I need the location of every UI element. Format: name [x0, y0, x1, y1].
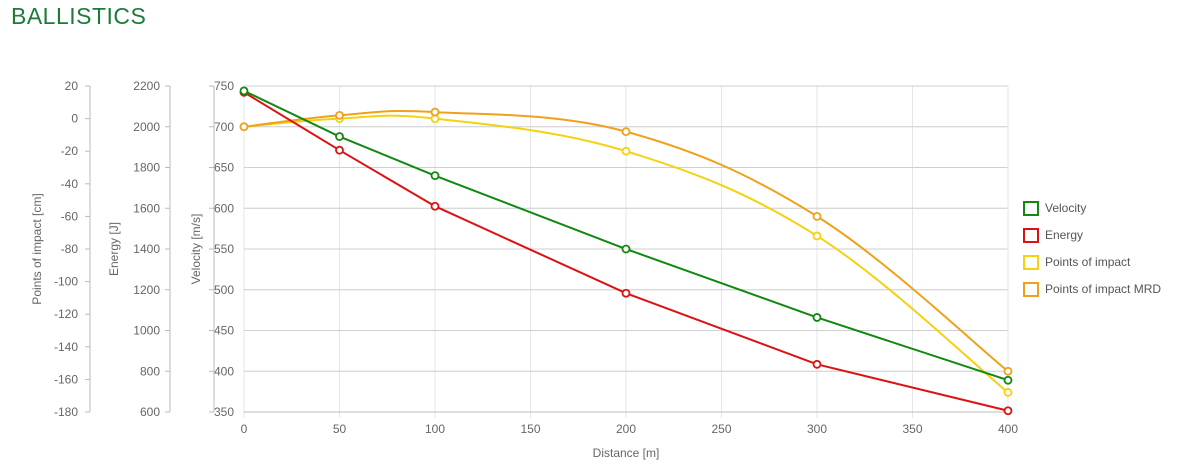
data-point-energy[interactable]	[812, 359, 822, 369]
data-point-velocity[interactable]	[812, 313, 822, 322]
energy-tick-label: 2200	[133, 79, 160, 93]
energy-tick-label: 2000	[133, 120, 160, 134]
legend-label[interactable]: Points of impact	[1045, 255, 1131, 269]
poi-tick-label: 0	[71, 112, 78, 126]
x-tick-label: 200	[616, 422, 636, 436]
data-point-energy[interactable]	[335, 145, 344, 155]
velocity-tick-label: 550	[214, 242, 234, 256]
x-tick-label: 0	[241, 422, 248, 436]
poi-tick-label: -40	[61, 177, 79, 191]
energy-tick-label: 1400	[133, 242, 160, 256]
legend-swatch[interactable]	[1023, 282, 1039, 297]
energy-tick-label: 1000	[133, 324, 160, 338]
data-point-points-of-impact-mrd[interactable]	[430, 107, 440, 117]
x-tick-label: 400	[998, 422, 1018, 436]
poi-axis-title: Points of impact [cm]	[30, 193, 44, 304]
energy-axis-title: Energy [J]	[107, 222, 121, 276]
data-point-points-of-impact[interactable]	[812, 231, 822, 241]
series-line-energy	[243, 91, 1009, 412]
velocity-tick-label: 400	[214, 364, 234, 378]
energy-tick-label: 800	[140, 364, 160, 378]
poi-tick-label: -100	[54, 275, 78, 289]
energy-tick-label: 1200	[133, 283, 160, 297]
x-axis-title: Distance [m]	[593, 446, 660, 460]
poi-tick-label: -60	[61, 209, 79, 223]
velocity-tick-label: 700	[214, 120, 234, 134]
x-tick-label: 250	[711, 422, 731, 436]
energy-tick-label: 600	[140, 405, 160, 419]
data-point-points-of-impact-mrd[interactable]	[1003, 366, 1013, 376]
poi-tick-label: -80	[61, 242, 79, 256]
x-tick-label: 100	[425, 422, 445, 436]
legend-swatch[interactable]	[1023, 201, 1039, 216]
series-layer	[239, 86, 1013, 416]
x-tick-label: 50	[333, 422, 347, 436]
x-tick-label: 350	[902, 422, 922, 436]
data-point-velocity[interactable]	[430, 171, 440, 181]
series-line-velocity	[243, 89, 1009, 382]
velocity-tick-label: 350	[214, 405, 234, 419]
legend-label[interactable]: Energy	[1045, 228, 1083, 242]
energy-tick-label: 1800	[133, 161, 160, 175]
data-point-energy[interactable]	[1003, 406, 1013, 416]
legend-swatch[interactable]	[1023, 255, 1039, 270]
x-tick-label: 300	[807, 422, 827, 436]
velocity-tick-label: 600	[214, 201, 234, 215]
data-point-points-of-impact[interactable]	[1003, 388, 1013, 397]
velocity-tick-label: 450	[214, 324, 234, 338]
poi-tick-label: -160	[54, 372, 78, 386]
data-point-points-of-impact-mrd[interactable]	[621, 127, 631, 137]
poi-tick-label: 20	[65, 79, 79, 93]
poi-tick-label: -120	[54, 307, 78, 321]
velocity-tick-label: 750	[214, 79, 234, 93]
velocity-tick-label: 650	[214, 161, 234, 175]
legend: Velocity Energy Points of impact Points of …	[1023, 201, 1161, 297]
data-point-velocity[interactable]	[239, 86, 249, 96]
x-tick-label: 150	[520, 422, 540, 436]
data-point-points-of-impact-mrd[interactable]	[812, 211, 822, 221]
data-point-energy[interactable]	[621, 288, 631, 298]
legend-label[interactable]: Points of impact MRD	[1045, 282, 1161, 296]
data-point-points-of-impact-mrd[interactable]	[239, 122, 249, 132]
data-point-energy[interactable]	[430, 201, 440, 211]
page-title: BALLISTICS	[11, 3, 147, 29]
legend-label[interactable]: Velocity	[1045, 201, 1086, 215]
legend-swatch[interactable]	[1023, 228, 1039, 243]
data-point-points-of-impact[interactable]	[621, 146, 631, 156]
data-point-velocity[interactable]	[621, 244, 631, 254]
velocity-axis-title: Velocity [m/s]	[189, 214, 203, 285]
poi-tick-label: -180	[54, 405, 78, 419]
data-point-points-of-impact-mrd[interactable]	[335, 110, 344, 120]
poi-tick-label: -140	[54, 340, 78, 354]
data-point-velocity[interactable]	[1003, 375, 1013, 385]
data-point-velocity[interactable]	[335, 132, 344, 141]
velocity-tick-label: 500	[214, 283, 234, 297]
poi-tick-label: -20	[61, 144, 79, 158]
energy-tick-label: 1600	[133, 201, 160, 215]
